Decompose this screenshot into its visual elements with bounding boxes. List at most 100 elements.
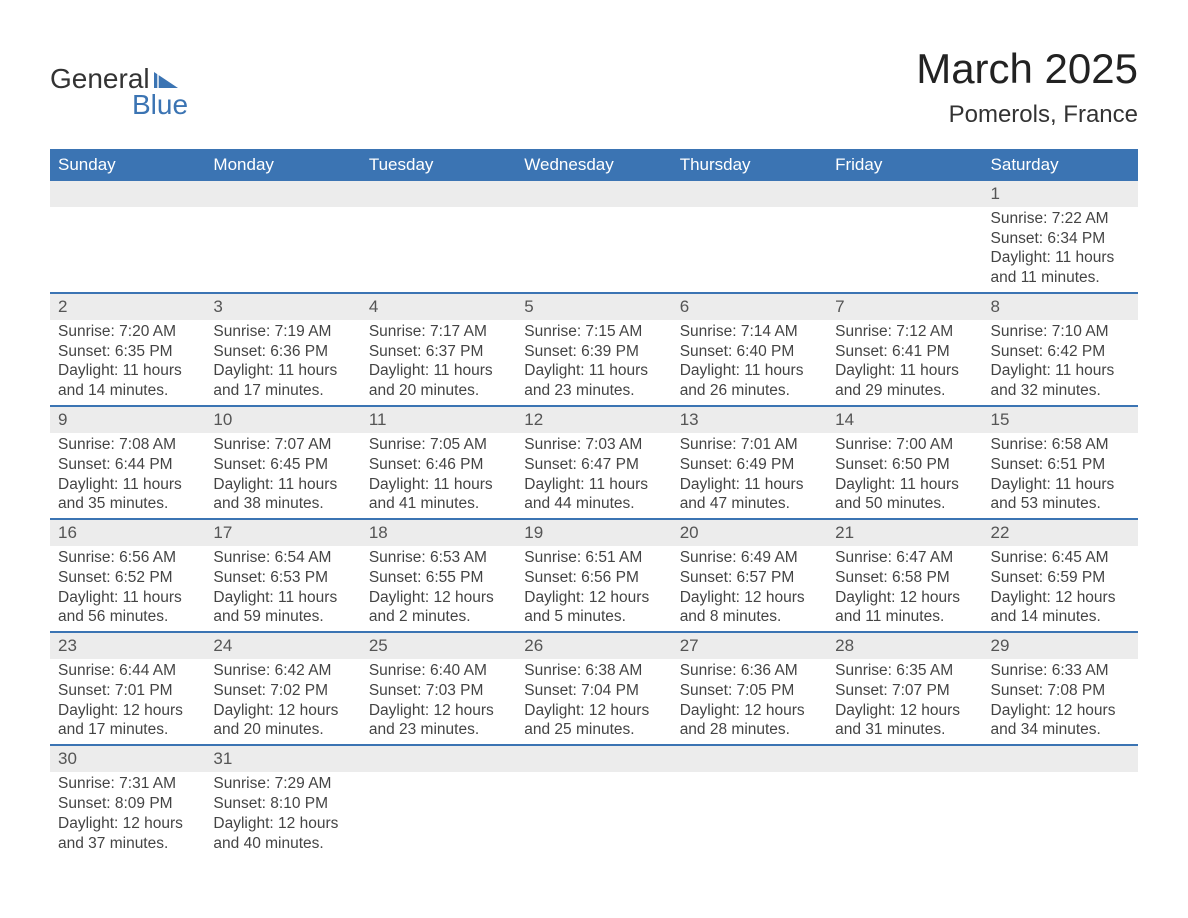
- day-detail-row: Sunrise: 6:56 AM Sunset: 6:52 PM Dayligh…: [50, 546, 1138, 632]
- day-number-cell: 3: [205, 293, 360, 320]
- day-number-cell: 8: [983, 293, 1138, 320]
- day-number-cell: [672, 181, 827, 207]
- day-detail-cell: Sunrise: 7:01 AM Sunset: 6:49 PM Dayligh…: [672, 433, 827, 519]
- day-detail-row: Sunrise: 7:22 AM Sunset: 6:34 PM Dayligh…: [50, 207, 1138, 293]
- brand-word-2: Blue: [132, 89, 188, 121]
- day-number-cell: 6: [672, 293, 827, 320]
- day-detail-cell: Sunrise: 7:14 AM Sunset: 6:40 PM Dayligh…: [672, 320, 827, 406]
- day-detail-row: Sunrise: 7:31 AM Sunset: 8:09 PM Dayligh…: [50, 772, 1138, 857]
- day-number-cell: 26: [516, 632, 671, 659]
- day-detail-row: Sunrise: 7:08 AM Sunset: 6:44 PM Dayligh…: [50, 433, 1138, 519]
- weekday-header-row: Sunday Monday Tuesday Wednesday Thursday…: [50, 149, 1138, 181]
- day-number-cell: 20: [672, 519, 827, 546]
- day-detail-cell: Sunrise: 6:38 AM Sunset: 7:04 PM Dayligh…: [516, 659, 671, 745]
- day-number-cell: [672, 745, 827, 772]
- day-detail-cell: Sunrise: 7:12 AM Sunset: 6:41 PM Dayligh…: [827, 320, 982, 406]
- day-detail-cell: [983, 772, 1138, 857]
- day-number-cell: 2: [50, 293, 205, 320]
- day-detail-cell: Sunrise: 7:31 AM Sunset: 8:09 PM Dayligh…: [50, 772, 205, 857]
- day-number-cell: 19: [516, 519, 671, 546]
- day-number-cell: [516, 181, 671, 207]
- day-number-cell: [50, 181, 205, 207]
- day-number-row: 9101112131415: [50, 406, 1138, 433]
- day-number-row: 23242526272829: [50, 632, 1138, 659]
- brand-triangle-icon: [154, 70, 178, 88]
- day-detail-cell: Sunrise: 7:20 AM Sunset: 6:35 PM Dayligh…: [50, 320, 205, 406]
- day-detail-cell: Sunrise: 6:44 AM Sunset: 7:01 PM Dayligh…: [50, 659, 205, 745]
- day-number-cell: 13: [672, 406, 827, 433]
- day-detail-cell: Sunrise: 7:08 AM Sunset: 6:44 PM Dayligh…: [50, 433, 205, 519]
- day-detail-cell: [361, 772, 516, 857]
- day-detail-cell: [672, 772, 827, 857]
- day-detail-cell: Sunrise: 6:40 AM Sunset: 7:03 PM Dayligh…: [361, 659, 516, 745]
- day-detail-cell: Sunrise: 7:15 AM Sunset: 6:39 PM Dayligh…: [516, 320, 671, 406]
- day-number-cell: 28: [827, 632, 982, 659]
- day-detail-cell: Sunrise: 6:33 AM Sunset: 7:08 PM Dayligh…: [983, 659, 1138, 745]
- day-detail-cell: Sunrise: 7:29 AM Sunset: 8:10 PM Dayligh…: [205, 772, 360, 857]
- day-number-cell: 31: [205, 745, 360, 772]
- day-detail-cell: [361, 207, 516, 293]
- day-number-cell: 14: [827, 406, 982, 433]
- day-detail-cell: Sunrise: 6:54 AM Sunset: 6:53 PM Dayligh…: [205, 546, 360, 632]
- day-detail-cell: Sunrise: 6:51 AM Sunset: 6:56 PM Dayligh…: [516, 546, 671, 632]
- day-number-cell: 22: [983, 519, 1138, 546]
- day-number-cell: 30: [50, 745, 205, 772]
- day-detail-row: Sunrise: 6:44 AM Sunset: 7:01 PM Dayligh…: [50, 659, 1138, 745]
- day-number-cell: 25: [361, 632, 516, 659]
- day-number-cell: 7: [827, 293, 982, 320]
- weekday-header: Wednesday: [516, 149, 671, 181]
- day-number-cell: 17: [205, 519, 360, 546]
- brand-logo: General Blue: [50, 63, 188, 121]
- day-number-cell: [827, 745, 982, 772]
- day-detail-cell: Sunrise: 7:17 AM Sunset: 6:37 PM Dayligh…: [361, 320, 516, 406]
- day-number-cell: 11: [361, 406, 516, 433]
- day-number-cell: 4: [361, 293, 516, 320]
- weekday-header: Tuesday: [361, 149, 516, 181]
- calendar-body: 1Sunrise: 7:22 AM Sunset: 6:34 PM Daylig…: [50, 181, 1138, 857]
- day-number-cell: [827, 181, 982, 207]
- day-detail-cell: [827, 207, 982, 293]
- page-header: General Blue March 2025 Pomerols, France: [50, 45, 1138, 129]
- day-detail-cell: Sunrise: 7:10 AM Sunset: 6:42 PM Dayligh…: [983, 320, 1138, 406]
- day-detail-cell: Sunrise: 7:19 AM Sunset: 6:36 PM Dayligh…: [205, 320, 360, 406]
- day-detail-cell: Sunrise: 6:58 AM Sunset: 6:51 PM Dayligh…: [983, 433, 1138, 519]
- day-number-cell: 18: [361, 519, 516, 546]
- day-detail-cell: Sunrise: 7:05 AM Sunset: 6:46 PM Dayligh…: [361, 433, 516, 519]
- day-detail-cell: [672, 207, 827, 293]
- weekday-header: Monday: [205, 149, 360, 181]
- day-detail-cell: Sunrise: 6:35 AM Sunset: 7:07 PM Dayligh…: [827, 659, 982, 745]
- day-number-cell: 9: [50, 406, 205, 433]
- day-detail-cell: Sunrise: 6:56 AM Sunset: 6:52 PM Dayligh…: [50, 546, 205, 632]
- day-number-cell: [983, 745, 1138, 772]
- day-number-cell: [361, 745, 516, 772]
- day-number-cell: [361, 181, 516, 207]
- day-detail-row: Sunrise: 7:20 AM Sunset: 6:35 PM Dayligh…: [50, 320, 1138, 406]
- day-detail-cell: Sunrise: 6:47 AM Sunset: 6:58 PM Dayligh…: [827, 546, 982, 632]
- day-detail-cell: [205, 207, 360, 293]
- day-number-cell: 5: [516, 293, 671, 320]
- weekday-header: Friday: [827, 149, 982, 181]
- day-number-cell: 10: [205, 406, 360, 433]
- day-detail-cell: Sunrise: 6:36 AM Sunset: 7:05 PM Dayligh…: [672, 659, 827, 745]
- day-detail-cell: [50, 207, 205, 293]
- calendar-table: Sunday Monday Tuesday Wednesday Thursday…: [50, 149, 1138, 857]
- day-number-row: 1: [50, 181, 1138, 207]
- day-detail-cell: Sunrise: 6:45 AM Sunset: 6:59 PM Dayligh…: [983, 546, 1138, 632]
- day-number-cell: 16: [50, 519, 205, 546]
- day-detail-cell: [827, 772, 982, 857]
- day-number-row: 2345678: [50, 293, 1138, 320]
- day-number-cell: [516, 745, 671, 772]
- day-number-cell: 1: [983, 181, 1138, 207]
- day-detail-cell: Sunrise: 6:49 AM Sunset: 6:57 PM Dayligh…: [672, 546, 827, 632]
- day-detail-cell: Sunrise: 6:53 AM Sunset: 6:55 PM Dayligh…: [361, 546, 516, 632]
- day-detail-cell: Sunrise: 7:00 AM Sunset: 6:50 PM Dayligh…: [827, 433, 982, 519]
- title-block: March 2025 Pomerols, France: [916, 45, 1138, 129]
- day-number-cell: 23: [50, 632, 205, 659]
- day-number-cell: [205, 181, 360, 207]
- location-label: Pomerols, France: [916, 101, 1138, 129]
- day-number-cell: 24: [205, 632, 360, 659]
- day-number-cell: 12: [516, 406, 671, 433]
- day-number-row: 16171819202122: [50, 519, 1138, 546]
- day-detail-cell: Sunrise: 7:22 AM Sunset: 6:34 PM Dayligh…: [983, 207, 1138, 293]
- weekday-header: Thursday: [672, 149, 827, 181]
